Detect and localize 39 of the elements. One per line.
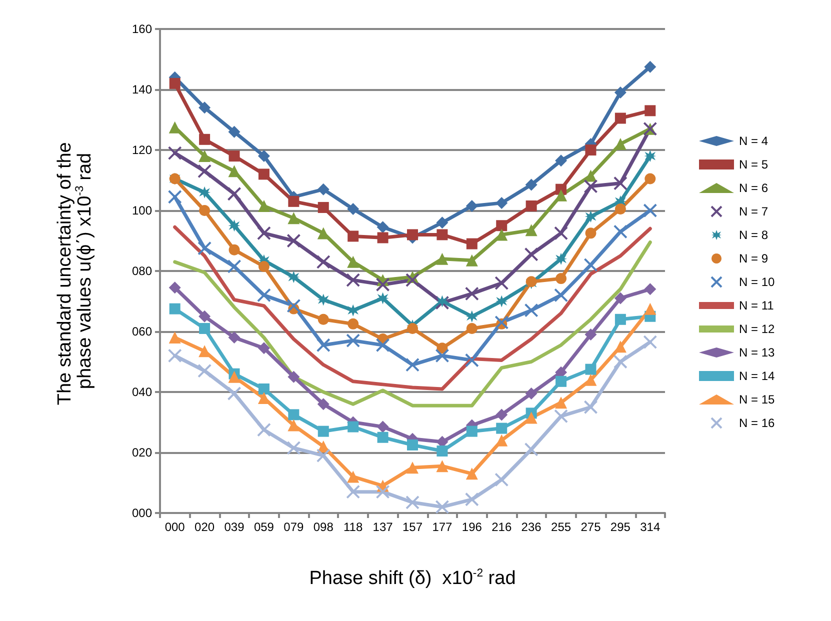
legend-label: N = 7 <box>739 204 768 218</box>
x-tick-label: 236 <box>521 520 542 534</box>
legend-label: N = 14 <box>739 369 776 383</box>
legend-label: N = 11 <box>739 298 774 312</box>
legend-label: N = 12 <box>739 322 776 336</box>
legend-label: N = 5 <box>739 158 768 172</box>
x-tick-label: 098 <box>313 520 334 534</box>
x-tick-label: 118 <box>344 520 363 534</box>
y-tick-label: 060 <box>132 324 152 338</box>
y-tick-label: 120 <box>132 143 152 157</box>
x-tick-label: 039 <box>224 520 245 534</box>
legend-label: N = 6 <box>739 181 768 195</box>
x-tick-label: 000 <box>164 520 186 534</box>
legend-label: N = 15 <box>739 392 776 406</box>
legend-label: N = 10 <box>739 275 776 289</box>
x-tick-label: 020 <box>194 520 215 534</box>
x-tick-label: 059 <box>254 520 274 534</box>
x-tick-label: 079 <box>284 520 304 534</box>
y-tick-label: 160 <box>132 22 152 36</box>
x-tick-label: 137 <box>372 520 394 534</box>
x-tick-label: 255 <box>551 520 572 534</box>
legend-label: N = 13 <box>739 346 776 360</box>
x-tick-label: 295 <box>610 520 631 534</box>
legend-label: N = 4 <box>739 134 768 148</box>
y-tick-label: 040 <box>132 385 152 399</box>
y-tick-label: 000 <box>132 506 152 520</box>
x-tick-label: 177 <box>432 520 453 534</box>
y-tick-label: 080 <box>132 264 152 278</box>
x-tick-label: 196 <box>462 520 482 534</box>
legend-label: N = 8 <box>739 228 768 242</box>
legend-label: N = 16 <box>739 416 776 430</box>
x-tick-label: 157 <box>402 520 423 534</box>
y-tick-label: 140 <box>132 82 152 96</box>
y-tick-label: 100 <box>132 204 152 218</box>
y-tick-label: 020 <box>132 446 152 460</box>
legend-label: N = 9 <box>739 252 768 266</box>
x-tick-label: 216 <box>492 520 512 534</box>
x-tick-label: 314 <box>640 520 660 534</box>
x-tick-label: 275 <box>580 520 602 534</box>
